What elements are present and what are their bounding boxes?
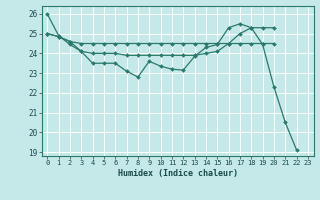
X-axis label: Humidex (Indice chaleur): Humidex (Indice chaleur) — [118, 169, 237, 178]
